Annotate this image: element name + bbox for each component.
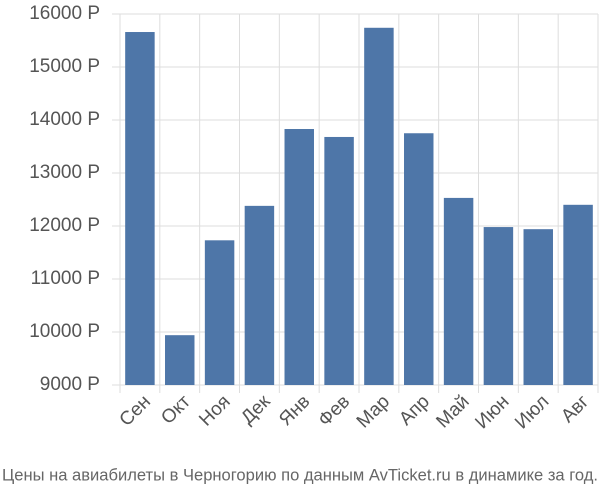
x-tick-label: Окт (157, 391, 195, 429)
y-tick-label: 11000 Р (31, 268, 100, 289)
x-tick-label: Ноя (195, 391, 234, 430)
x-tick-label: Мар (353, 391, 394, 432)
bar (483, 227, 514, 385)
x-tick-label: Май (432, 391, 473, 432)
y-tick-label: 15000 Р (29, 56, 100, 77)
x-tick-label: Авг (557, 391, 593, 427)
x-tick-label: Янв (275, 391, 314, 430)
bar (364, 27, 394, 386)
bar (204, 240, 235, 385)
y-tick-label: 9000 Р (40, 374, 100, 395)
bar (244, 205, 275, 385)
x-tick-label: Сен (116, 391, 155, 430)
bar (404, 133, 434, 385)
y-tick-label: 16000 Р (29, 3, 100, 24)
y-tick-label: 12000 Р (29, 215, 100, 236)
bar (563, 204, 593, 385)
x-tick-label: Апр (395, 391, 434, 430)
x-tick-label: Июл (511, 391, 553, 433)
x-tick-label: Июн (471, 391, 513, 433)
bar (125, 32, 155, 386)
bar (523, 229, 553, 385)
caption: Цены на авиабилеты в Черногорию по данны… (2, 465, 598, 484)
bar (324, 136, 354, 385)
x-tick-label: Дек (237, 391, 275, 429)
bar (443, 197, 474, 385)
y-tick-label: 14000 Р (29, 109, 100, 130)
bar (165, 335, 195, 385)
y-tick-label: 10000 Р (29, 321, 100, 342)
y-tick-label: 13000 Р (29, 162, 100, 183)
bar (284, 129, 314, 385)
x-tick-label: Фев (314, 391, 354, 431)
